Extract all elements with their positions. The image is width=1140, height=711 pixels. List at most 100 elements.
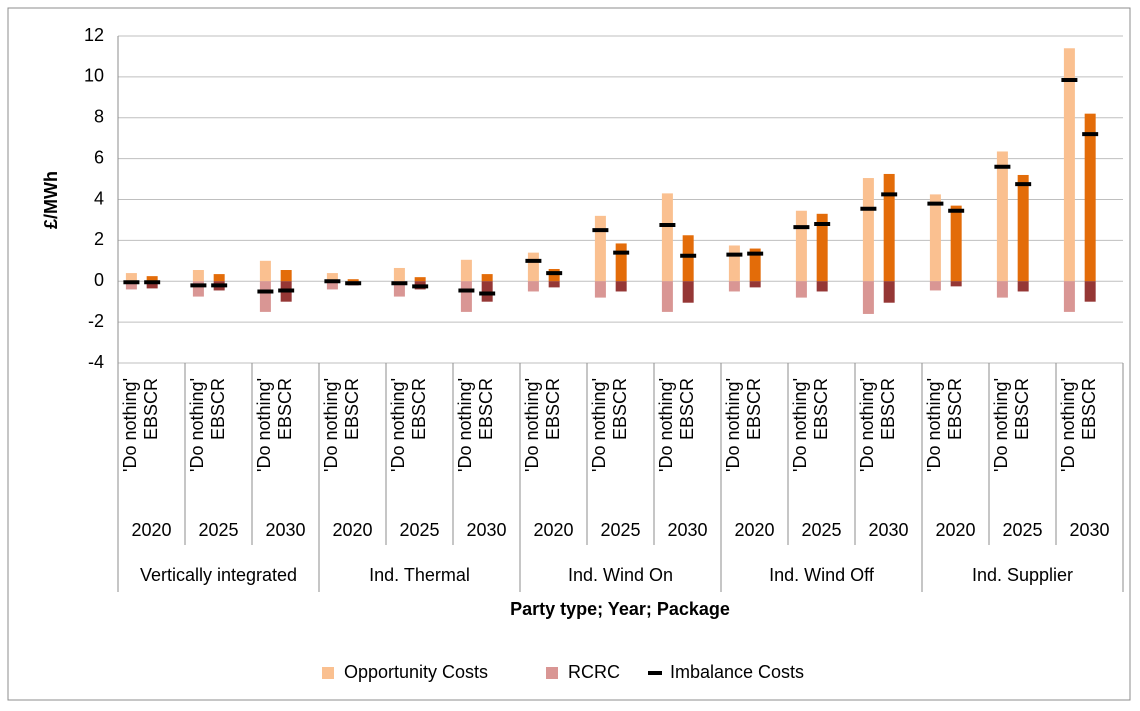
y-tick-label: 2: [94, 229, 104, 249]
bar: [1063, 48, 1075, 282]
package-label: 'Do nothing': [924, 378, 944, 472]
party-label: Ind. Thermal: [369, 565, 470, 585]
bar: [393, 267, 405, 282]
bar: [862, 178, 874, 282]
bar: [146, 281, 158, 289]
party-label: Ind. Wind On: [568, 565, 673, 585]
bar: [125, 273, 137, 282]
y-tick-label: 10: [84, 66, 104, 86]
package-label: 'Do nothing': [522, 378, 542, 472]
y-axis-label: £/MWh: [41, 171, 61, 229]
bar: [1017, 281, 1029, 292]
party-label: Ind. Supplier: [972, 565, 1073, 585]
bar: [929, 194, 941, 282]
bar: [1063, 281, 1075, 312]
legend-label: Opportunity Costs: [344, 662, 488, 682]
package-label: EBSCR: [811, 378, 831, 440]
package-label: EBSCR: [945, 378, 965, 440]
bar: [682, 235, 694, 282]
year-label: 2025: [801, 520, 841, 540]
package-label: EBSCR: [409, 378, 429, 440]
bar: [146, 276, 158, 282]
year-label: 2020: [533, 520, 573, 540]
bar: [862, 281, 874, 314]
bar: [594, 281, 606, 298]
legend-swatch: [546, 667, 558, 679]
bar: [996, 151, 1008, 282]
bar: [615, 243, 627, 282]
package-label: EBSCR: [342, 378, 362, 440]
package-label: EBSCR: [878, 378, 898, 440]
package-label: 'Do nothing': [589, 378, 609, 472]
bar: [259, 281, 271, 312]
party-label: Vertically integrated: [140, 565, 297, 585]
x-axis-label: Party type; Year; Package: [510, 599, 730, 619]
package-label: 'Do nothing': [790, 378, 810, 472]
package-label: 'Do nothing': [857, 378, 877, 472]
bar: [749, 281, 761, 288]
bar: [192, 270, 204, 282]
bar: [548, 281, 560, 288]
bar: [347, 279, 359, 282]
bar: [749, 248, 761, 282]
year-label: 2030: [466, 520, 506, 540]
year-label: 2030: [868, 520, 908, 540]
bar: [594, 215, 606, 282]
year-label: 2025: [399, 520, 439, 540]
bar: [326, 273, 338, 282]
bar: [280, 270, 292, 282]
year-label: 2025: [1002, 520, 1042, 540]
bar: [481, 274, 493, 282]
bar: [460, 281, 472, 312]
legend-label: Imbalance Costs: [670, 662, 804, 682]
bar: [795, 281, 807, 298]
package-label: 'Do nothing': [1058, 378, 1078, 472]
package-label: EBSCR: [275, 378, 295, 440]
bar: [996, 281, 1008, 298]
bar: [816, 281, 828, 292]
bar: [125, 281, 137, 290]
y-tick-label: -4: [88, 352, 104, 372]
year-label: 2020: [131, 520, 171, 540]
package-label: EBSCR: [141, 378, 161, 440]
year-label: 2030: [1069, 520, 1109, 540]
bar: [728, 245, 740, 282]
year-label: 2020: [734, 520, 774, 540]
package-label: 'Do nothing': [455, 378, 475, 472]
bar: [192, 281, 204, 297]
bar: [661, 281, 673, 312]
bar: [682, 281, 694, 303]
y-tick-label: 4: [94, 188, 104, 208]
y-tick-label: 0: [94, 270, 104, 290]
package-label: EBSCR: [744, 378, 764, 440]
bar: [548, 268, 560, 282]
chart-border: [7, 7, 1131, 701]
bar: [728, 281, 740, 292]
bar: [929, 281, 941, 291]
package-label: 'Do nothing': [723, 378, 743, 472]
year-label: 2020: [935, 520, 975, 540]
bar: [326, 281, 338, 290]
year-label: 2025: [600, 520, 640, 540]
package-label: 'Do nothing': [321, 378, 341, 472]
bar: [414, 277, 426, 282]
bar: [661, 193, 673, 282]
year-label: 2030: [667, 520, 707, 540]
y-tick-label: 6: [94, 147, 104, 167]
package-label: 'Do nothing': [991, 378, 1011, 472]
package-label: 'Do nothing': [254, 378, 274, 472]
package-label: EBSCR: [476, 378, 496, 440]
bar: [393, 281, 405, 297]
bar: [795, 210, 807, 282]
package-label: EBSCR: [543, 378, 563, 440]
package-label: 'Do nothing': [388, 378, 408, 472]
year-label: 2030: [265, 520, 305, 540]
bar: [950, 205, 962, 282]
year-label: 2025: [198, 520, 238, 540]
bar: [883, 173, 895, 282]
bar: [883, 281, 895, 303]
bar: [1084, 113, 1096, 282]
bar: [259, 260, 271, 282]
